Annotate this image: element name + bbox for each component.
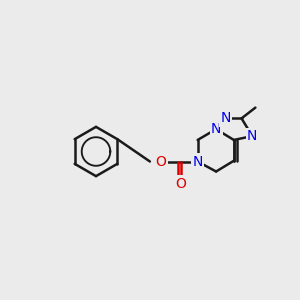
Text: N: N <box>247 129 257 143</box>
Text: O: O <box>155 154 166 169</box>
Text: O: O <box>175 177 186 191</box>
Text: N: N <box>211 122 221 136</box>
Text: O: O <box>155 154 166 169</box>
Text: O: O <box>175 177 186 191</box>
Text: N: N <box>193 154 203 169</box>
Text: N: N <box>220 111 230 125</box>
